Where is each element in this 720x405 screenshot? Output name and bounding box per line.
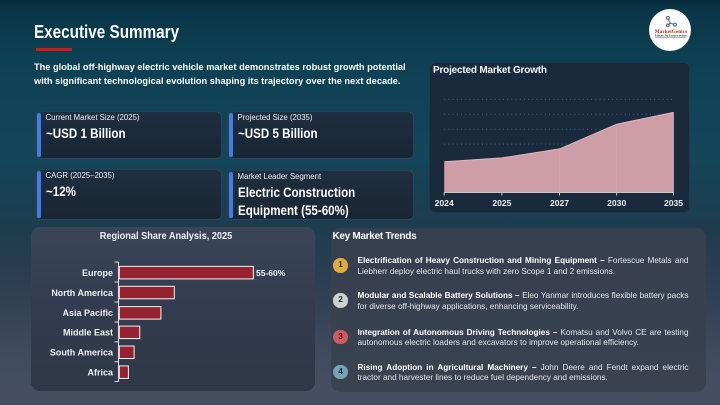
svg-text:MarketGenics: MarketGenics [655,29,688,35]
svg-text:2030: 2030 [607,198,626,208]
svg-text:2035: 2035 [664,198,683,208]
svg-text:North America: North America [51,288,114,298]
svg-text:2027: 2027 [550,198,569,208]
svg-text:Europe: Europe [82,268,113,278]
svg-text:55-60%: 55-60% [256,268,286,278]
svg-text:Asia Pacific: Asia Pacific [62,308,113,318]
svg-text:Africa: Africa [87,368,114,378]
svg-text:2025: 2025 [492,198,511,208]
svg-text:Ideas In Innovation: Ideas In Innovation [655,34,687,38]
svg-text:2024: 2024 [435,198,454,208]
svg-text:South America: South America [50,348,114,358]
svg-text:Middle East: Middle East [63,328,113,338]
